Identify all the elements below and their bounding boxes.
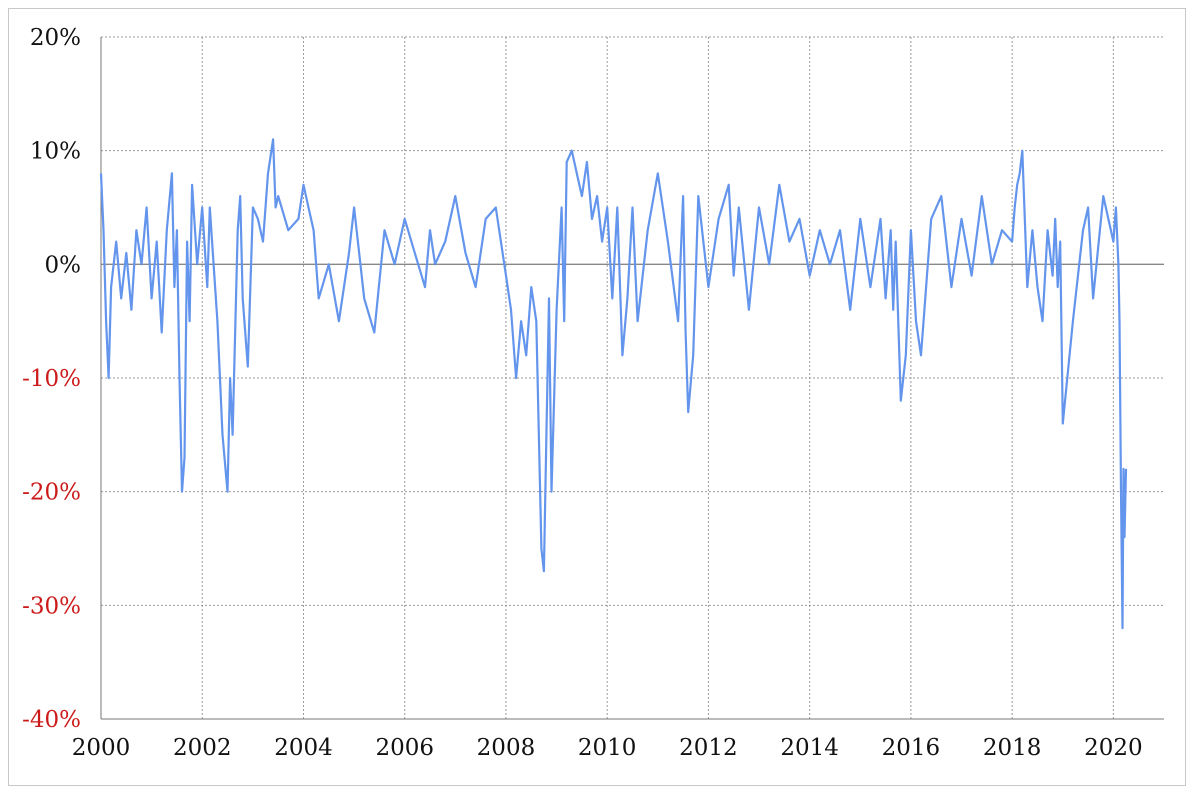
line-chart: 2000 2002 2004 2006 2008 2010 2012 2014 2016 2018… (22, 25, 1164, 761)
x-tick-label: 2014 (780, 735, 839, 761)
x-tick-label: 2002 (173, 735, 232, 761)
x-tick-label: 2010 (578, 735, 637, 761)
chart-frame: 2000 2002 2004 2006 2008 2010 2012 2014 2016 2018… (8, 8, 1186, 786)
y-tick-label: -10% (22, 366, 81, 392)
x-tick-label: 2016 (882, 735, 941, 761)
x-tick-label: 2018 (983, 735, 1042, 761)
x-tick-label: 2020 (1084, 735, 1143, 761)
y-tick-label: 10% (30, 139, 81, 165)
x-tick-label: 2000 (72, 735, 131, 761)
y-tick-label: 0% (45, 252, 82, 278)
y-tick-label: -20% (22, 480, 81, 506)
y-tick-label: -40% (22, 707, 81, 733)
grid (100, 36, 1164, 720)
y-tick-label: 20% (30, 25, 81, 51)
series-line (99, 138, 1128, 630)
series-layer (99, 138, 1128, 630)
y-tick-label: -30% (22, 593, 81, 619)
x-tick-label: 2004 (274, 735, 333, 761)
x-tick-label: 2008 (477, 735, 536, 761)
axis (100, 37, 1164, 720)
x-tick-label: 2012 (679, 735, 738, 761)
x-tick-label: 2006 (375, 735, 434, 761)
tick-labels: 2000 2002 2004 2006 2008 2010 2012 2014 2016 2018… (22, 25, 1143, 761)
